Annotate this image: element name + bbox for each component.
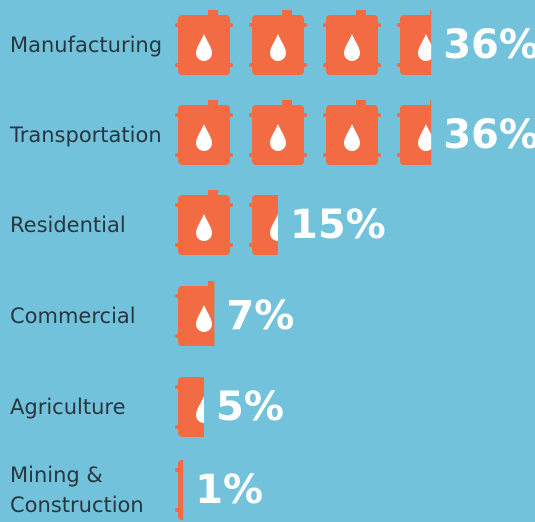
barrel-cap (208, 281, 215, 287)
value-label: 1% (195, 467, 263, 513)
drop (196, 305, 212, 332)
value-label: 36% (443, 112, 535, 158)
barrel-cap (282, 100, 292, 106)
barrel-cap (430, 10, 432, 16)
barrel-cap (356, 100, 366, 106)
barrel-cap (208, 190, 218, 196)
barrel-rim (175, 334, 215, 338)
barrel-clip (397, 100, 432, 165)
barrel-row (175, 190, 292, 255)
barrel-rim (249, 203, 278, 207)
drop (344, 34, 360, 61)
barrel-rim (175, 63, 233, 67)
barrel-rim (323, 63, 381, 67)
barrel-cap (282, 190, 292, 196)
barrel-rim (249, 153, 307, 157)
barrel-rim (249, 243, 278, 247)
barrel-rim (175, 425, 204, 429)
barrel-rim (175, 113, 233, 117)
barrel-cap (430, 100, 432, 106)
value-label: 36% (443, 22, 535, 68)
barrel-clip (175, 281, 215, 346)
drop (344, 124, 360, 151)
barrel-clip (397, 10, 432, 75)
drop (418, 124, 432, 151)
barrel-rim (397, 153, 432, 157)
barrel-cap (208, 100, 218, 106)
barrel-rim (397, 23, 432, 27)
barrel-rim (249, 23, 307, 27)
value-label: 5% (216, 384, 284, 430)
barrel-rim (249, 63, 307, 67)
barrel-rim (323, 23, 381, 27)
barrel-cap (208, 372, 218, 378)
barrel-clip (175, 372, 218, 437)
drop (270, 34, 286, 61)
barrel-rim (175, 23, 233, 27)
drop (418, 34, 432, 61)
barrel-row (175, 10, 432, 75)
barrel-rim (397, 113, 432, 117)
barrel-cap (208, 10, 218, 16)
barrel-rim (175, 468, 184, 472)
barrel-rim (175, 243, 233, 247)
barrel-rim (175, 153, 233, 157)
value-label: 7% (226, 293, 294, 339)
barrel-cap (356, 10, 366, 16)
drop (270, 124, 286, 151)
drop (196, 34, 212, 61)
barrel-row (175, 372, 218, 437)
barrel-body (178, 460, 184, 520)
barrel-rim (249, 113, 307, 117)
barrel-rim (175, 203, 233, 207)
drop (196, 214, 212, 241)
barrel-clip (249, 190, 292, 255)
barrel-body (178, 377, 204, 437)
category-label: Agriculture (10, 395, 126, 419)
category-label: Transportation (10, 123, 162, 147)
barrel-row (175, 100, 432, 165)
barrel-rim (175, 294, 215, 298)
value-label: 15% (290, 202, 386, 248)
barrel-rim (397, 63, 432, 67)
drop (270, 214, 278, 241)
barrel-rim (175, 508, 184, 512)
category-label: Commercial (10, 304, 136, 328)
category-label: Mining & Construction (10, 463, 144, 517)
barrel-row (175, 281, 215, 346)
barrel-clip (175, 455, 218, 520)
drop (196, 124, 212, 151)
drop (196, 396, 204, 423)
category-label: Residential (10, 213, 126, 237)
barrel-cap (282, 10, 292, 16)
barrel-row (175, 455, 218, 520)
category-label: Manufacturing (10, 33, 163, 57)
barrel-cap (208, 455, 218, 461)
barrel-rim (323, 113, 381, 117)
barrel-rim (175, 385, 204, 389)
barrel-body (252, 195, 278, 255)
barrel-rim (323, 153, 381, 157)
